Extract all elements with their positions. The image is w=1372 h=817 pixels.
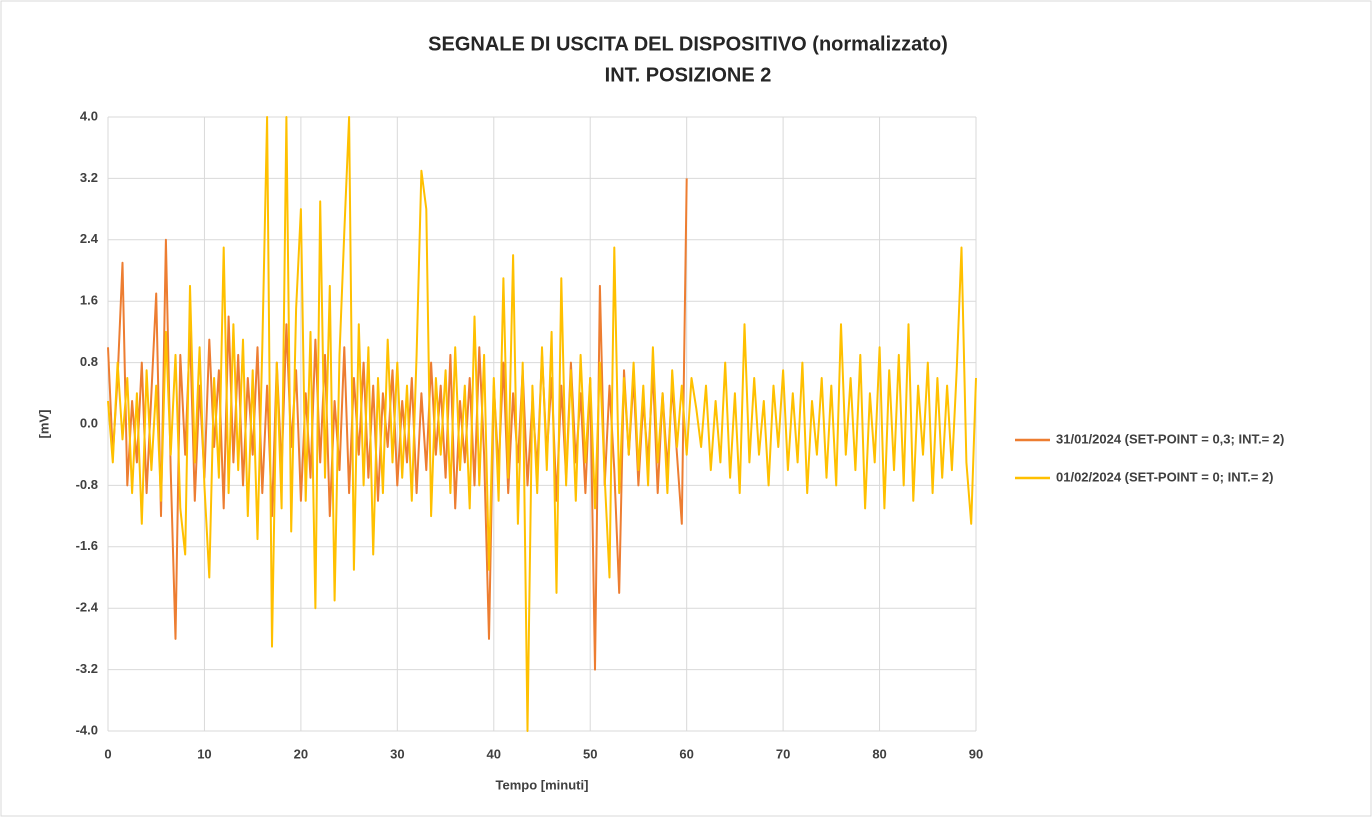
y-tick-label: 1.6	[80, 293, 98, 308]
y-tick-label: -2.4	[76, 600, 99, 615]
y-tick-label: 0.0	[80, 415, 98, 430]
y-tick-label: 4.0	[80, 108, 98, 123]
x-tick-label: 30	[390, 746, 404, 761]
y-tick-label: 0.8	[80, 354, 98, 369]
x-tick-label: 10	[197, 746, 211, 761]
y-tick-label: 2.4	[80, 231, 99, 246]
chart-subtitle: INT. POSIZIONE 2	[605, 64, 772, 86]
y-tick-label: -1.6	[76, 538, 98, 553]
x-tick-label: 70	[776, 746, 790, 761]
x-tick-label: 50	[583, 746, 597, 761]
series-line	[107, 116, 977, 732]
x-axis-label: Tempo [minuti]	[496, 777, 589, 792]
x-tick-label: 60	[679, 746, 693, 761]
legend-label: 31/01/2024 (SET-POINT = 0,3; INT.= 2)	[1056, 431, 1284, 446]
y-axis-label: [mV]	[36, 410, 51, 439]
chart-title: SEGNALE DI USCITA DEL DISPOSITIVO (norma…	[428, 33, 948, 55]
y-tick-label: -0.8	[76, 477, 98, 492]
x-tick-label: 80	[872, 746, 886, 761]
x-tick-label: 20	[294, 746, 308, 761]
y-tick-label: 3.2	[80, 170, 98, 185]
legend-label: 01/02/2024 (SET-POINT = 0; INT.= 2)	[1056, 469, 1273, 484]
y-tick-label: -4.0	[76, 722, 98, 737]
x-tick-label: 40	[487, 746, 501, 761]
x-tick-label: 0	[104, 746, 111, 761]
y-tick-label: -3.2	[76, 661, 98, 676]
x-tick-label: 90	[969, 746, 983, 761]
